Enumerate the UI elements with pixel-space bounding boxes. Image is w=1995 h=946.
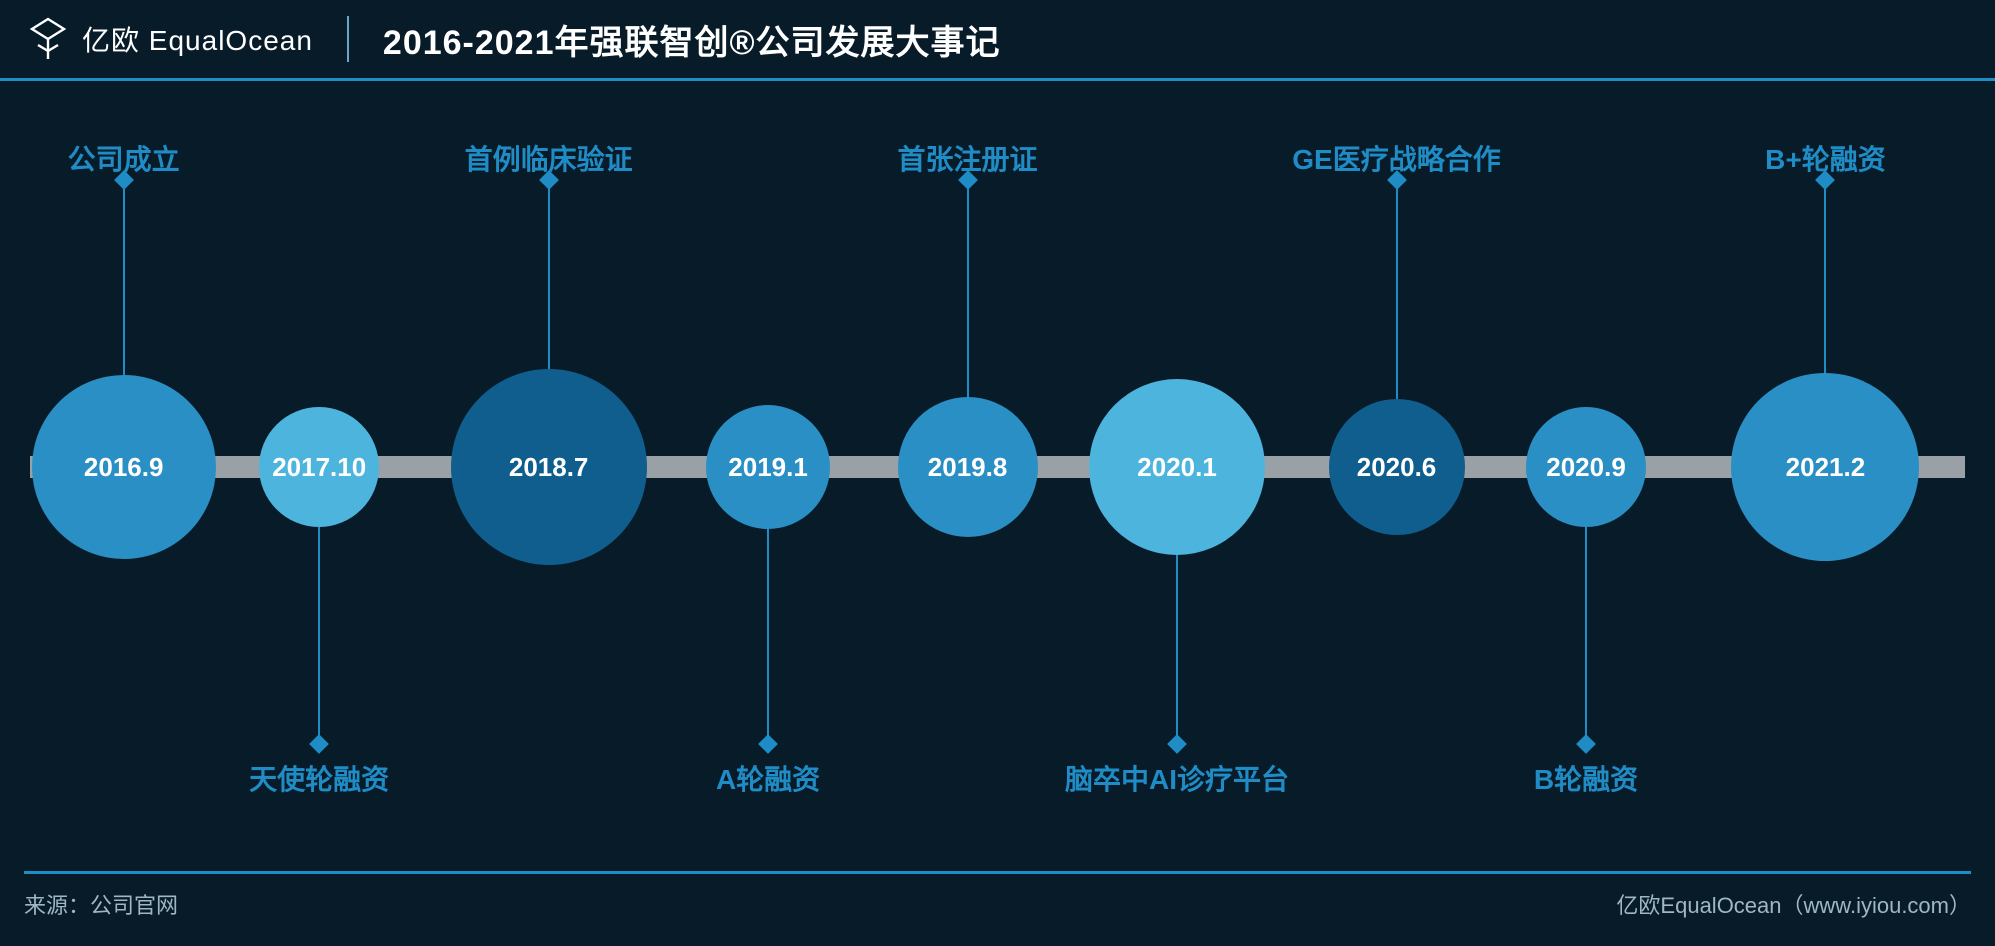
timeline-connector [1585, 527, 1587, 744]
footer-line [24, 871, 1971, 874]
timeline-node: 2020.9 [1526, 407, 1646, 527]
timeline-node-date: 2020.9 [1546, 452, 1626, 483]
header-separator [347, 16, 349, 62]
timeline-node-date: 2019.1 [728, 452, 808, 483]
attribution-label: 亿欧EqualOcean（www.iyiou.com） [1616, 888, 1971, 920]
timeline-connector [1824, 180, 1826, 373]
diamond-icon [309, 734, 329, 754]
timeline-connector [967, 180, 969, 397]
timeline-node: 2021.2 [1731, 373, 1919, 561]
timeline-node: 2019.8 [898, 397, 1038, 537]
footer: 来源：公司官网 亿欧EqualOcean（www.iyiou.com） [24, 888, 1971, 920]
brand-text: 亿欧 EqualOcean [82, 19, 313, 59]
diamond-icon [758, 734, 778, 754]
timeline-connector [318, 527, 320, 744]
brand: 亿欧 EqualOcean [28, 17, 313, 61]
timeline-event-label: 脑卒中AI诊疗平台 [1065, 758, 1289, 798]
header: 亿欧 EqualOcean 2016-2021年强联智创®公司发展大事记 [0, 0, 1995, 78]
timeline-event-label: A轮融资 [716, 758, 820, 798]
timeline-node-date: 2019.8 [928, 452, 1008, 483]
page-title: 2016-2021年强联智创®公司发展大事记 [383, 15, 1001, 64]
timeline-connector [123, 180, 125, 375]
timeline-node-date: 2018.7 [509, 452, 589, 483]
brand-cn: 亿欧 [82, 25, 140, 56]
timeline-connector [1176, 555, 1178, 744]
diamond-icon [1167, 734, 1187, 754]
timeline-node-date: 2016.9 [84, 452, 164, 483]
timeline-node: 2016.9 [32, 375, 216, 559]
timeline-node: 2020.6 [1329, 399, 1465, 535]
timeline-node: 2020.1 [1089, 379, 1265, 555]
timeline-node-date: 2020.6 [1357, 452, 1437, 483]
timeline-node: 2017.10 [259, 407, 379, 527]
timeline: 2016.9公司成立2017.10天使轮融资2018.7首例临床验证2019.1… [0, 78, 1995, 856]
timeline-node-date: 2020.1 [1137, 452, 1217, 483]
timeline-event-label: B轮融资 [1534, 758, 1638, 798]
diamond-icon [1576, 734, 1596, 754]
source-label: 来源：公司官网 [24, 888, 178, 920]
timeline-node-date: 2021.2 [1786, 452, 1866, 483]
timeline-node-date: 2017.10 [272, 452, 366, 483]
timeline-node: 2019.1 [706, 405, 830, 529]
timeline-event-label: 天使轮融资 [249, 758, 389, 798]
timeline-connector [1396, 180, 1398, 399]
timeline-node: 2018.7 [451, 369, 647, 565]
timeline-connector [548, 180, 550, 369]
timeline-connector [767, 529, 769, 744]
brand-logo-icon [28, 17, 68, 61]
brand-en: EqualOcean [149, 25, 313, 56]
